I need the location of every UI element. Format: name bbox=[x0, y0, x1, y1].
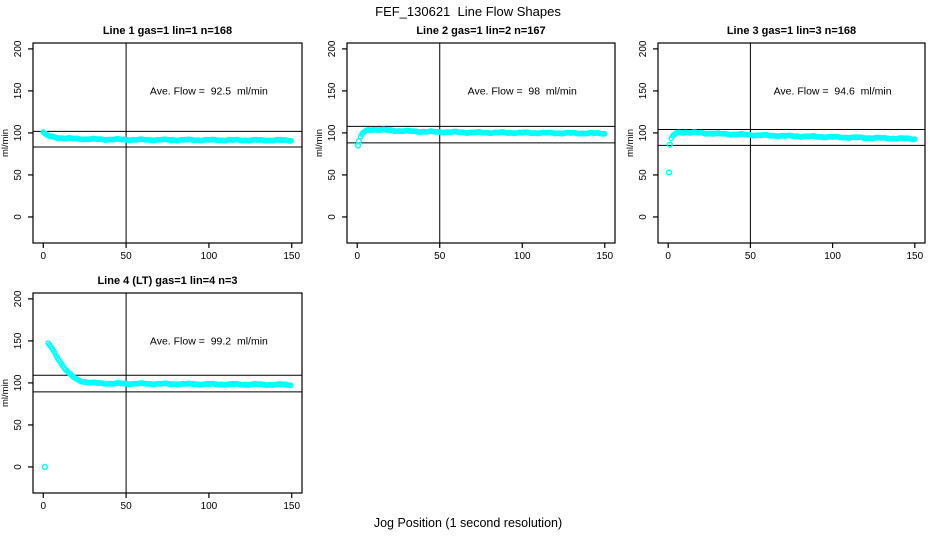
ave-flow-annotation: Ave. Flow = 98 ml/min bbox=[468, 85, 577, 97]
y-tick-label: 100 bbox=[327, 124, 338, 141]
x-tick-label: 100 bbox=[201, 251, 218, 262]
y-tick-label: 200 bbox=[638, 40, 649, 57]
data-points bbox=[665, 129, 918, 176]
data-points bbox=[40, 129, 294, 144]
x-tick-label: 150 bbox=[283, 501, 300, 512]
x-tick-label: 100 bbox=[201, 501, 218, 512]
y-axis-unit-label: ml/min bbox=[625, 129, 636, 157]
y-axis-unit-label: ml/min bbox=[314, 129, 325, 157]
ave-flow-annotation: Ave. Flow = 94.6 ml/min bbox=[774, 85, 892, 97]
y-tick-label: 50 bbox=[13, 169, 24, 181]
outlier-point bbox=[41, 463, 49, 471]
panel-title: Line 4 (LT) gas=1 lin=4 n=3 bbox=[97, 275, 237, 287]
plot-box bbox=[657, 42, 926, 244]
y-tick-label: 0 bbox=[13, 214, 24, 220]
x-tick-label: 0 bbox=[354, 251, 360, 262]
x-tick-label: 100 bbox=[514, 251, 531, 262]
y-tick-label: 200 bbox=[13, 40, 24, 57]
x-tick-label: 0 bbox=[40, 251, 46, 262]
x-tick-label: 50 bbox=[121, 501, 133, 512]
x-tick-label: 150 bbox=[906, 251, 923, 262]
data-points bbox=[41, 340, 294, 471]
data-point bbox=[601, 130, 608, 137]
y-axis-unit-label: ml/min bbox=[0, 379, 11, 407]
y-tick-label: 50 bbox=[13, 419, 24, 431]
ave-flow-annotation: Ave. Flow = 92.5 ml/min bbox=[150, 85, 268, 97]
x-axis-label: Jog Position (1 second resolution) bbox=[373, 516, 563, 530]
y-tick-label: 100 bbox=[13, 124, 24, 141]
x-tick-label: 150 bbox=[596, 251, 613, 262]
data-point bbox=[288, 137, 294, 144]
panel-title: Line 2 gas=1 lin=2 n=167 bbox=[416, 25, 545, 37]
y-tick-label: 150 bbox=[13, 82, 24, 99]
data-points bbox=[354, 126, 608, 149]
panel-1: 0 50 100 150 0 50 100 150 200 ml/min Line 1 gas=1 … bbox=[0, 25, 303, 262]
outlier-point bbox=[355, 138, 363, 145]
y-tick-label: 150 bbox=[327, 82, 338, 99]
y-tick-label: 150 bbox=[638, 82, 649, 99]
y-tick-label: 0 bbox=[327, 214, 338, 220]
y-tick-label: 150 bbox=[13, 332, 24, 349]
data-point bbox=[911, 136, 918, 143]
panel-title: Line 3 gas=1 lin=3 n=168 bbox=[727, 25, 856, 37]
y-axis-unit-label: ml/min bbox=[0, 129, 11, 157]
y-tick-label: 0 bbox=[638, 214, 649, 220]
y-tick-label: 0 bbox=[13, 464, 24, 470]
ave-flow-annotation: Ave. Flow = 99.2 ml/min bbox=[150, 335, 268, 347]
y-tick-label: 50 bbox=[327, 169, 338, 181]
main-title: FEF_130621 Line Flow Shapes bbox=[375, 4, 561, 19]
x-tick-label: 150 bbox=[283, 251, 300, 262]
plot-box bbox=[346, 42, 616, 244]
y-tick-label: 200 bbox=[327, 40, 338, 57]
x-tick-label: 0 bbox=[665, 251, 671, 262]
y-tick-label: 50 bbox=[638, 169, 649, 181]
x-tick-label: 50 bbox=[745, 251, 757, 262]
y-tick-label: 200 bbox=[13, 290, 24, 307]
plot-box bbox=[32, 292, 303, 494]
x-tick-label: 100 bbox=[824, 251, 841, 262]
panel-title: Line 1 gas=1 lin=1 n=168 bbox=[103, 25, 232, 37]
outlier-point bbox=[666, 141, 673, 148]
data-point bbox=[287, 382, 294, 389]
y-tick-label: 100 bbox=[13, 374, 24, 391]
outlier-point bbox=[665, 169, 673, 176]
plot-box bbox=[32, 42, 303, 244]
x-tick-label: 50 bbox=[434, 251, 446, 262]
x-tick-label: 50 bbox=[121, 251, 133, 262]
panel-3: 0 50 100 150 0 50 100 150 200 ml/min Line 3 gas=1 … bbox=[625, 25, 926, 262]
panel-4: 0 50 100 150 0 50 100 150 200 ml/min Line 4 (LT) g… bbox=[0, 275, 303, 512]
panel-2: 0 50 100 150 0 50 100 150 200 ml/min Line 2 gas=1 … bbox=[314, 25, 616, 262]
y-tick-label: 100 bbox=[638, 124, 649, 141]
x-tick-label: 0 bbox=[40, 501, 46, 512]
